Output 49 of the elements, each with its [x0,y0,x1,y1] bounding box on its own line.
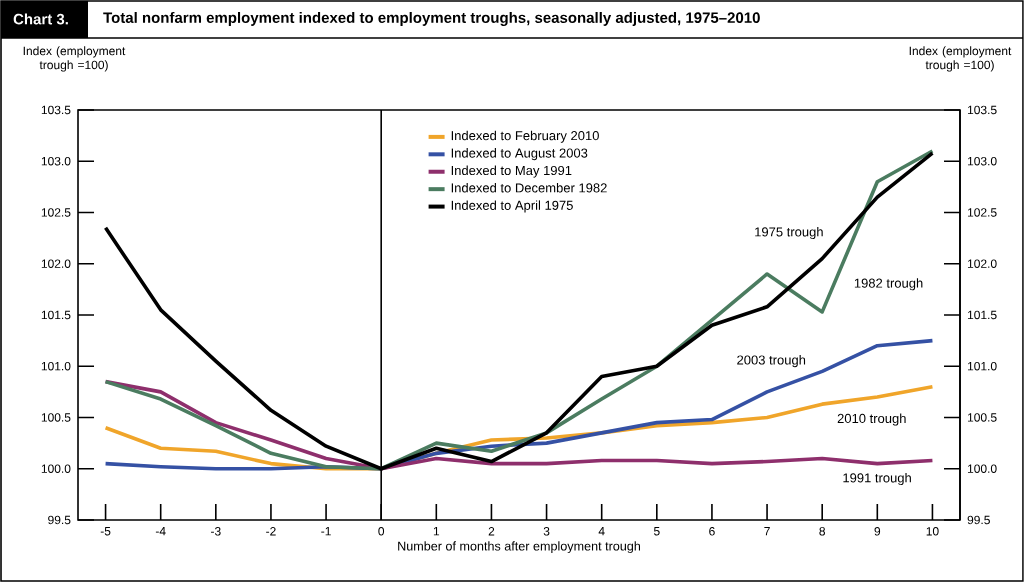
annotation: 2003 trough [737,355,806,368]
y-tick-label: 101.5 [41,310,71,320]
legend-label: Indexed to April 1975 [451,200,573,213]
y2-tick-label: 102.0 [967,259,997,268]
annotation: 1975 trough [755,226,823,240]
x-tick-label: -3 [211,527,221,536]
y2-tick-label: 100.5 [967,413,997,422]
y-tick-label: 102.5 [41,208,71,217]
legend-label: Indexed to May 1991 [451,165,572,178]
y2-tick-label: 101.0 [967,361,997,371]
y2-tick-label: 99.5 [967,515,990,525]
annotation: 1982 trough [854,278,923,291]
x-tick-label: -1 [321,527,331,536]
x-axis-title: Number of months after employment trough [398,541,640,554]
y-tick-label: 100.0 [41,464,71,473]
x-tick-label: 4 [598,527,605,536]
y-tick-label: 103.5 [41,105,71,115]
x-tick-label: 0 [378,527,385,536]
y2-tick-label: 103.0 [967,156,997,166]
x-tick-label: 6 [709,527,715,536]
annotation: 1991 trough [843,472,911,486]
y2-tick-label: 100.0 [967,464,997,473]
x-tick-label: -5 [100,527,111,536]
y2-tick-label: 101.5 [967,310,997,320]
y-axis-title: Index (employment trough =100) [23,46,126,72]
x-tick-label: 1 [433,527,440,536]
x-tick-label: -4 [155,527,166,536]
x-tick-label: 10 [926,527,939,536]
y-tick-label: 100.5 [41,413,71,422]
x-tick-label: 9 [874,527,881,536]
y2-axis-title: Index (employment trough =100) [909,46,1012,72]
chart-title: Total nonfarm employment indexed to employment troughs, seasonally adjusted, 1975–2010 [103,11,760,26]
y-tick-label: 102.0 [41,259,71,268]
x-tick-label: 2 [488,527,495,536]
x-tick-label: 3 [543,527,550,536]
y2-tick-label: 103.5 [967,105,997,115]
y-tick-label: 101.0 [41,361,71,371]
x-tick-label: 5 [653,527,660,536]
legend-label: Indexed to February 2010 [451,130,599,143]
legend-label: Indexed to December 1982 [451,182,607,193]
y-tick-label: 99.5 [48,515,71,525]
y2-tick-label: 102.5 [967,208,997,217]
x-tick-label: 8 [819,527,825,536]
annotation: 2010 trough [837,413,906,426]
legend-label: Indexed to August 2003 [451,148,588,161]
y-tick-label: 103.0 [41,157,71,166]
caption: Chart 3. [13,13,68,25]
x-tick-label: 7 [764,527,770,536]
x-tick-label: -2 [266,527,276,536]
